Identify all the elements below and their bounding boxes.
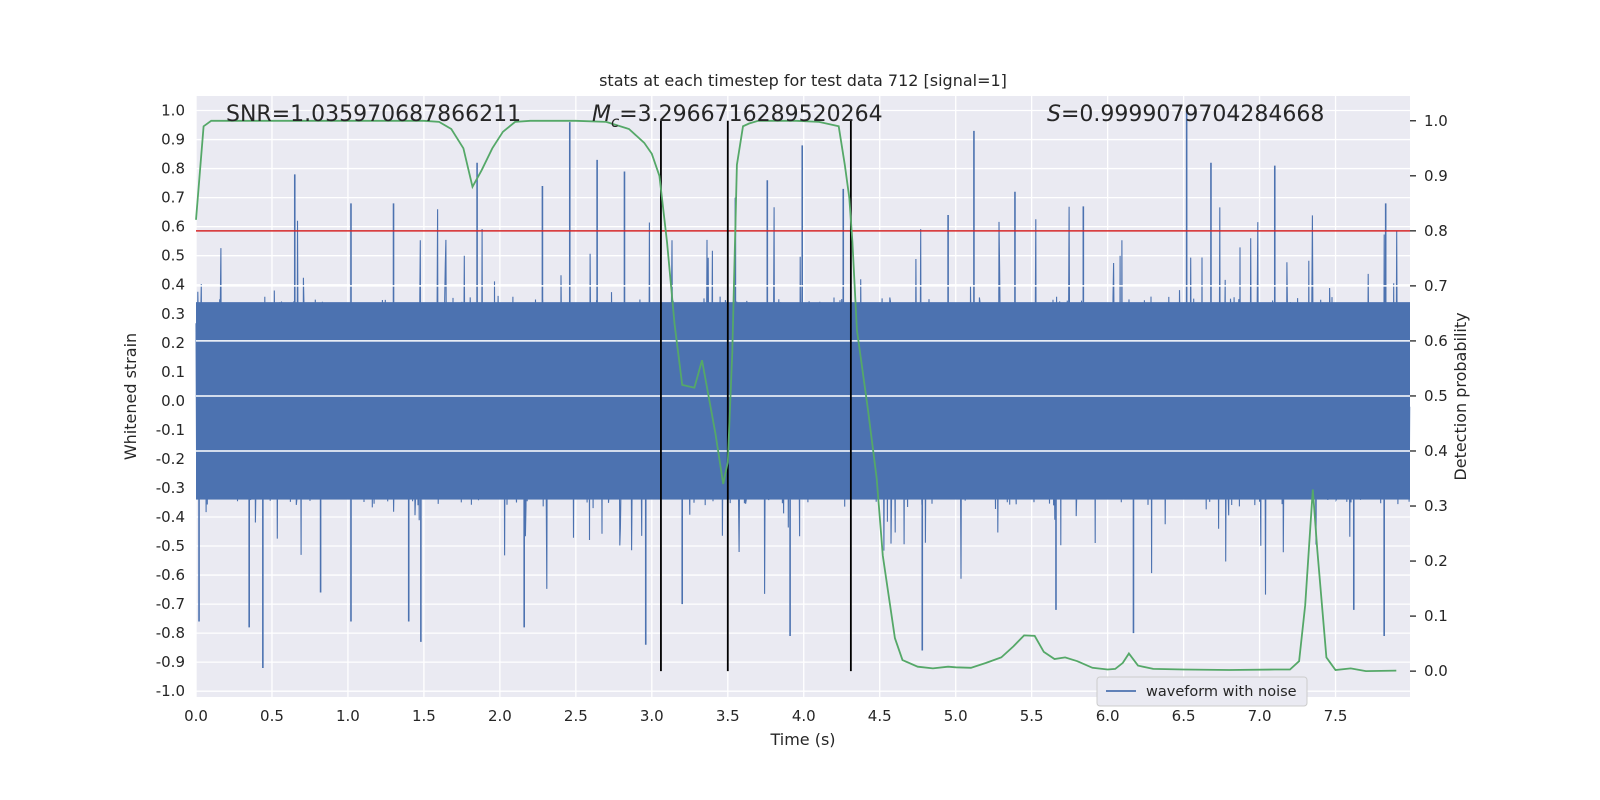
- chart-title: stats at each timestep for test data 712…: [599, 71, 1007, 90]
- legend: waveform with noise: [1096, 676, 1308, 707]
- chirp-mass-symbol: M: [592, 102, 611, 127]
- y-tick-label: -0.6: [156, 566, 185, 584]
- x-tick-label: 7.0: [1248, 707, 1272, 725]
- y-tick-label: 1.0: [161, 102, 185, 120]
- x-tick-label: 4.5: [868, 707, 892, 725]
- x-tick-label: 6.0: [1096, 707, 1120, 725]
- detection-probability-series: [195, 119, 1397, 673]
- y2-tick-label: 0.4: [1424, 442, 1448, 460]
- x-tick-label: 0.5: [260, 707, 284, 725]
- y-tick-label: -0.8: [156, 624, 185, 642]
- x-tick-label: 3.5: [716, 707, 740, 725]
- y2-tick-label: 0.1: [1424, 607, 1448, 625]
- y-tick-label: 0.6: [161, 218, 185, 236]
- y-tick-labels: 1.0 0.9 0.8 0.7 0.6 0.5 0.4 0.3 0.2 0.1 0.0 -0.1 -0.…: [156, 102, 185, 701]
- y-tick-label: 0.5: [161, 247, 185, 265]
- y2-axis-label: Detection probability: [1451, 312, 1470, 480]
- x-tick-label: 1.0: [336, 707, 360, 725]
- y2-tick-label: 0.2: [1424, 552, 1448, 570]
- y2-tick-label: 0.0: [1424, 662, 1448, 680]
- y-tick-label: -0.1: [156, 421, 185, 439]
- x-tick-label: 1.5: [412, 707, 436, 725]
- y-tick-label: 0.4: [161, 276, 185, 294]
- y-tick-label: -0.4: [156, 508, 185, 526]
- y-tick-label: -0.7: [156, 595, 185, 613]
- y2-tick-label: 1.0: [1424, 112, 1448, 130]
- chirp-mass-subscript: c: [611, 113, 620, 131]
- chirp-mass-value: =3.2966716289520264: [619, 102, 882, 127]
- y-tick-label: -0.2: [156, 450, 185, 468]
- x-tick-label: 7.5: [1324, 707, 1348, 725]
- y-tick-label: 0.2: [161, 334, 185, 352]
- y-tick-label: 0.8: [161, 160, 185, 178]
- y-tick-label: -0.9: [156, 653, 185, 671]
- waveform-with-noise-series: [195, 110, 1411, 668]
- x-tick-label: 2.5: [564, 707, 588, 725]
- y2-tick-label: 0.8: [1424, 222, 1448, 240]
- x-axis-label: Time (s): [769, 730, 835, 749]
- score-annotation: S=0.9999079704284668: [1047, 102, 1324, 127]
- x-tick-label: 3.0: [640, 707, 664, 725]
- chirp-mass-annotation: Mc=3.2966716289520264: [592, 102, 883, 131]
- y-tick-label: 0.3: [161, 305, 185, 323]
- y2-tick-labels: 1.0 0.9 0.8 0.7 0.6 0.5 0.4 0.3 0.2 0.1 0.0: [1410, 112, 1448, 680]
- score-symbol: S: [1047, 102, 1061, 127]
- probability-line: [195, 119, 1397, 673]
- x-tick-label: 0.0: [184, 707, 208, 725]
- y-axis-label: Whitened strain: [121, 333, 140, 460]
- snr-annotation: SNR=1.035970687866211: [226, 102, 521, 127]
- legend-label-waveform: waveform with noise: [1146, 684, 1297, 700]
- x-tick-labels: 0.0 0.5 1.0 1.5 2.0 2.5 3.0 3.5 4.0 4.5 5.0 5.5 6.0 6…: [184, 707, 1347, 725]
- y-tick-label: -0.5: [156, 537, 185, 555]
- legend-box: [1096, 676, 1308, 707]
- score-value: =0.9999079704284668: [1061, 102, 1324, 127]
- y-tick-label: 0.1: [161, 363, 185, 381]
- y2-tick-label: 0.6: [1424, 332, 1448, 350]
- y-tick-label: -0.3: [156, 479, 185, 497]
- x-tick-label: 4.0: [792, 707, 816, 725]
- y2-tick-label: 0.5: [1424, 387, 1448, 405]
- y2-tick-label: 0.7: [1424, 277, 1448, 295]
- y-tick-label: 0.0: [161, 392, 185, 410]
- x-tick-label: 6.5: [1172, 707, 1196, 725]
- y-tick-label: 0.7: [161, 189, 185, 207]
- y-tick-label: 0.9: [161, 131, 185, 149]
- x-tick-label: 5.0: [944, 707, 968, 725]
- y2-tick-label: 0.9: [1424, 167, 1448, 185]
- y-tick-label: -1.0: [156, 682, 185, 700]
- y2-tick-label: 0.3: [1424, 497, 1448, 515]
- x-tick-label: 2.0: [488, 707, 512, 725]
- x-tick-label: 5.5: [1020, 707, 1044, 725]
